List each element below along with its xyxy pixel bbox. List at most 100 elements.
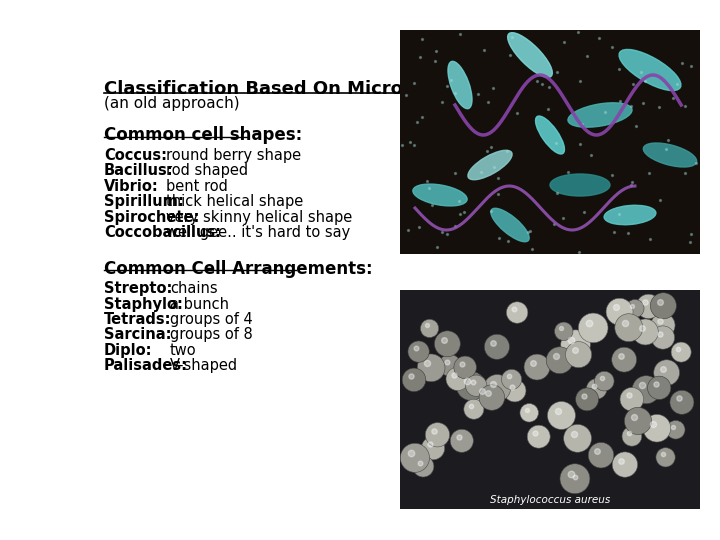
Point bbox=[662, 136, 674, 144]
Point bbox=[542, 104, 554, 113]
Point bbox=[600, 107, 611, 116]
Circle shape bbox=[520, 403, 539, 422]
Circle shape bbox=[473, 382, 499, 408]
Point bbox=[417, 35, 428, 44]
Point bbox=[630, 122, 642, 131]
Circle shape bbox=[421, 436, 445, 460]
Point bbox=[685, 230, 697, 239]
Text: Palisades:: Palisades: bbox=[104, 358, 188, 373]
Circle shape bbox=[524, 354, 550, 380]
Circle shape bbox=[606, 298, 633, 325]
Point bbox=[423, 184, 435, 192]
Point bbox=[575, 77, 586, 86]
Text: V-shaped: V-shaped bbox=[170, 358, 238, 373]
Point bbox=[450, 89, 462, 97]
Circle shape bbox=[670, 390, 694, 414]
Point bbox=[671, 80, 683, 89]
Point bbox=[627, 79, 639, 88]
Point bbox=[551, 189, 562, 198]
Point bbox=[585, 151, 597, 159]
Point bbox=[654, 195, 665, 204]
Circle shape bbox=[426, 423, 449, 447]
Point bbox=[441, 230, 453, 239]
Point bbox=[635, 68, 647, 76]
Point bbox=[472, 90, 483, 98]
Point bbox=[487, 163, 499, 172]
Point bbox=[680, 169, 691, 178]
Text: a bunch: a bunch bbox=[170, 296, 229, 312]
Point bbox=[526, 244, 538, 253]
Text: well gee.. it's hard to say: well gee.. it's hard to say bbox=[166, 225, 350, 240]
Text: (an old approach): (an old approach) bbox=[104, 96, 240, 111]
Circle shape bbox=[624, 407, 652, 435]
Text: Vibrio:: Vibrio: bbox=[104, 179, 158, 194]
Circle shape bbox=[561, 330, 590, 360]
Point bbox=[613, 65, 624, 73]
Circle shape bbox=[667, 421, 685, 439]
Point bbox=[492, 190, 503, 198]
Point bbox=[676, 58, 688, 67]
Point bbox=[436, 227, 448, 236]
Point bbox=[626, 181, 637, 190]
Ellipse shape bbox=[619, 50, 681, 91]
Circle shape bbox=[464, 399, 484, 419]
Point bbox=[684, 238, 696, 246]
Point bbox=[507, 33, 518, 42]
Point bbox=[482, 97, 493, 106]
Circle shape bbox=[612, 347, 636, 372]
Circle shape bbox=[595, 372, 614, 391]
Circle shape bbox=[546, 347, 573, 374]
Circle shape bbox=[456, 372, 485, 401]
Text: chains: chains bbox=[170, 281, 217, 296]
Ellipse shape bbox=[536, 116, 564, 154]
Circle shape bbox=[502, 369, 522, 389]
Circle shape bbox=[402, 368, 426, 392]
Circle shape bbox=[466, 375, 487, 396]
Text: Bacillus:: Bacillus: bbox=[104, 164, 174, 178]
Point bbox=[685, 62, 697, 71]
Circle shape bbox=[620, 388, 644, 411]
Ellipse shape bbox=[413, 184, 467, 206]
Text: Common cell shapes:: Common cell shapes: bbox=[104, 126, 302, 144]
Circle shape bbox=[656, 448, 675, 467]
Ellipse shape bbox=[468, 150, 512, 180]
Point bbox=[660, 145, 672, 153]
Point bbox=[626, 178, 637, 187]
Point bbox=[643, 168, 654, 177]
Point bbox=[626, 102, 637, 111]
Point bbox=[523, 227, 534, 236]
Point bbox=[454, 29, 465, 38]
Point bbox=[446, 76, 457, 84]
Circle shape bbox=[575, 388, 598, 411]
Circle shape bbox=[485, 334, 510, 360]
Point bbox=[607, 43, 618, 52]
Circle shape bbox=[615, 314, 643, 342]
Point bbox=[420, 177, 432, 186]
Point bbox=[572, 27, 583, 36]
Circle shape bbox=[503, 380, 526, 402]
Text: bent rod: bent rod bbox=[166, 179, 228, 194]
Circle shape bbox=[671, 342, 691, 362]
Circle shape bbox=[446, 367, 469, 390]
Circle shape bbox=[547, 402, 575, 429]
Point bbox=[552, 68, 563, 76]
Point bbox=[606, 171, 618, 179]
Point bbox=[577, 207, 589, 216]
Ellipse shape bbox=[604, 205, 656, 225]
Point bbox=[408, 140, 420, 149]
Circle shape bbox=[652, 326, 675, 349]
Circle shape bbox=[650, 293, 676, 319]
Point bbox=[557, 214, 569, 222]
Point bbox=[501, 146, 513, 155]
Circle shape bbox=[612, 452, 638, 477]
Point bbox=[581, 51, 593, 60]
Point bbox=[449, 168, 460, 177]
Circle shape bbox=[408, 341, 429, 362]
Point bbox=[416, 113, 428, 122]
Text: two: two bbox=[170, 343, 197, 358]
Point bbox=[511, 109, 523, 117]
Point bbox=[636, 98, 648, 107]
Circle shape bbox=[420, 319, 438, 338]
Point bbox=[679, 102, 690, 110]
Text: round berry shape: round berry shape bbox=[166, 148, 301, 163]
